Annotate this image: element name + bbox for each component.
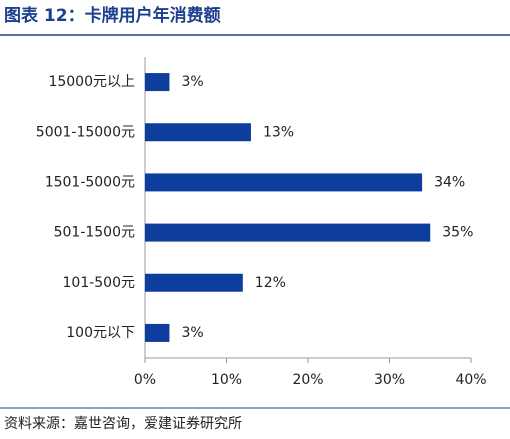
bar [145, 73, 170, 92]
bar [145, 323, 170, 342]
bar [145, 173, 423, 192]
y-tick-label: 501-1500元 [54, 225, 135, 241]
y-tick-label: 15000元以上 [48, 74, 135, 90]
value-label: 34% [434, 174, 465, 190]
x-tick-label: 40% [455, 372, 486, 388]
chart-title: 图表 12：卡牌用户年消费额 [4, 5, 221, 26]
bar [145, 123, 251, 142]
value-label: 3% [181, 74, 203, 90]
x-tick-label: 20% [292, 372, 323, 388]
x-tick-label: 0% [134, 372, 156, 388]
y-tick-label: 101-500元 [63, 275, 136, 291]
source-note: 资料来源：嘉世咨询，爱建证券研究所 [4, 416, 242, 432]
y-tick-label: 1501-5000元 [45, 174, 135, 190]
value-label: 35% [442, 225, 473, 241]
y-tick-label: 5001-15000元 [36, 124, 135, 140]
y-tick-label: 100元以下 [66, 325, 135, 341]
x-tick-label: 10% [211, 372, 242, 388]
value-label: 3% [181, 325, 203, 341]
value-label: 12% [255, 275, 286, 291]
bar [145, 223, 431, 242]
value-label: 13% [263, 124, 294, 140]
x-tick-label: 30% [374, 372, 405, 388]
bar [145, 273, 243, 292]
